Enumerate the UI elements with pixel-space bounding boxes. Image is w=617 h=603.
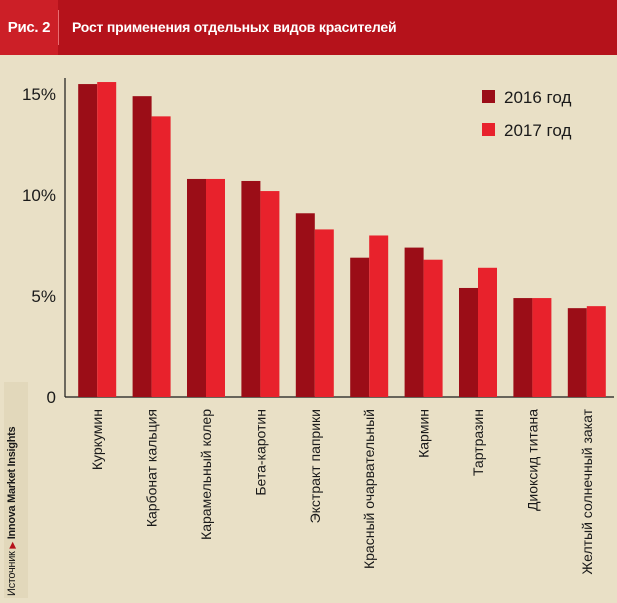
bar-2017: [206, 178, 225, 397]
category-label: Экстракт паприки: [307, 409, 323, 523]
bar-2016: [132, 96, 152, 398]
category-label: Желтый солнечный закат: [579, 408, 595, 574]
source-prefix: Источник: [6, 551, 18, 596]
source-name: Innova Market Insights: [6, 426, 18, 540]
bar-2016: [513, 298, 533, 397]
bar-2017: [478, 267, 497, 397]
legend-label: 2017 год: [504, 121, 571, 140]
category-label: Бета-каротин: [252, 409, 268, 496]
category-label: Диоксид титана: [524, 409, 540, 511]
chart-title: Рост применения отдельных видов красител…: [72, 19, 397, 35]
legend-swatch: [482, 90, 495, 103]
bar-2017: [369, 235, 389, 397]
y-tick-label: 10%: [22, 186, 56, 205]
bar-2017: [314, 229, 334, 397]
y-tick-label: 0: [47, 388, 56, 407]
category-label: Карбонат кальция: [144, 409, 160, 527]
legend-swatch: [482, 123, 495, 136]
bar-2017: [423, 259, 443, 397]
bar-2016: [241, 180, 261, 397]
bar-2017: [586, 306, 606, 397]
figure-number-label: Рис. 2: [0, 0, 58, 55]
bar-2017: [151, 116, 171, 398]
y-tick-label: 15%: [22, 85, 56, 104]
bar-2016: [567, 308, 587, 397]
bar-2016: [78, 84, 98, 397]
bar-2016: [459, 287, 478, 397]
source-panel: [4, 382, 28, 598]
category-label: Куркумин: [89, 409, 105, 470]
bar-2016: [350, 257, 370, 397]
category-label: Красный очарвательный: [361, 409, 377, 569]
bar-2017: [532, 298, 552, 397]
figure-header: Рис. 2 Рост применения отдельных видов к…: [0, 0, 617, 55]
category-label: Карамельный колер: [198, 409, 214, 540]
y-tick-label: 5%: [31, 287, 56, 306]
bar-2016: [295, 213, 315, 397]
bar-2016: [404, 247, 424, 397]
legend-label: 2016 год: [504, 88, 571, 107]
category-label: Кармин: [416, 409, 432, 458]
bar-2016: [187, 178, 206, 397]
triangle-arrow-icon: ▶: [7, 542, 17, 549]
bar-2017: [97, 82, 117, 397]
category-label: Тартразин: [470, 409, 486, 476]
bar-2017: [260, 191, 280, 397]
header-divider: [58, 10, 59, 45]
source-note: Источник ▶ Innova Market Insights: [6, 427, 18, 596]
